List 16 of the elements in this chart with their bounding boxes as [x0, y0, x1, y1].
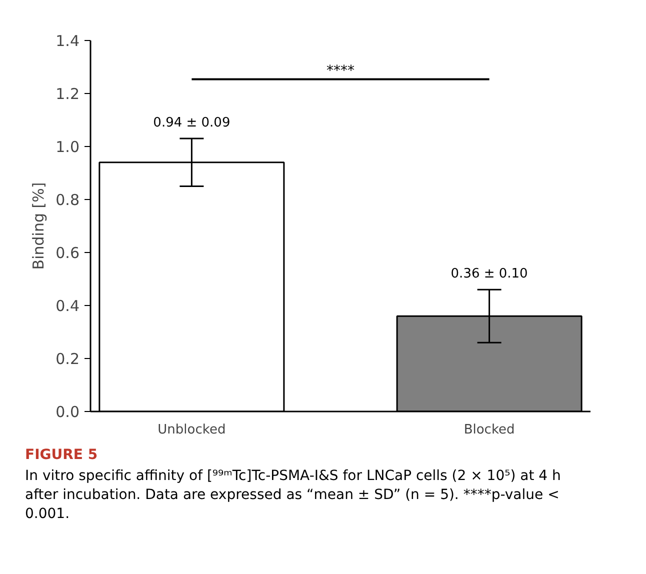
x-tick-label: Unblocked — [158, 422, 226, 438]
y-tick-label: 1.2 — [56, 85, 80, 103]
annotation: **** — [326, 63, 354, 80]
y-tick-label: 0.6 — [56, 244, 80, 262]
data-label: 0.36 ± 0.10 — [450, 266, 528, 282]
y-tick-label: 1.0 — [56, 138, 80, 156]
text: In vitro specific affinity of [⁹⁹ᵐTc]Tc-PSMA-I&S for LNCaP cells (2 × 10⁵) at 4 h after incubation. Data are expressed as “mean ± SD” (n = 5). ****p-value < 0.001. — [25, 467, 562, 524]
data-label: 0.94 ± 0.09 — [153, 116, 230, 131]
caption: FIGURE 5 — [25, 446, 99, 465]
y-tick-label: 1.4 — [56, 32, 80, 50]
y-tick-label: 0.4 — [56, 297, 80, 315]
y-axis-title: Binding [%] — [30, 182, 48, 270]
x-tick-label: Blocked — [464, 422, 515, 438]
y-tick-label: 0.0 — [56, 403, 80, 421]
y-tick-label: 0.8 — [56, 191, 80, 209]
y-tick-label: 0.2 — [56, 350, 80, 368]
